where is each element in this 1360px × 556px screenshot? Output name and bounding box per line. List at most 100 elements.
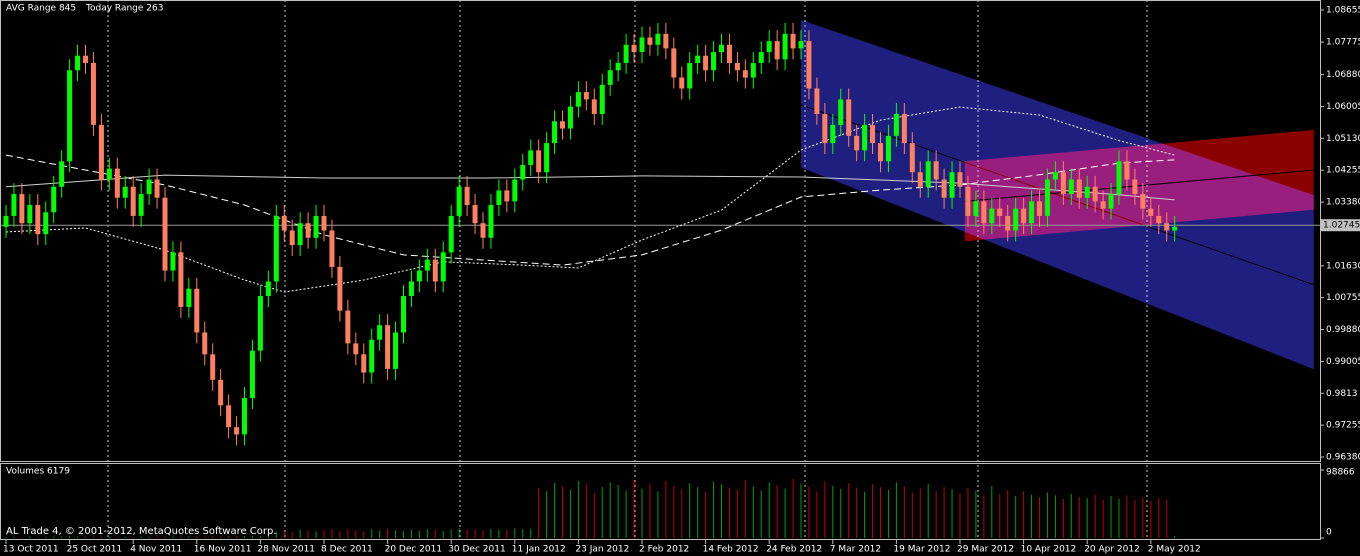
- candle-body: [321, 215, 327, 231]
- x-tick-label: 19 Mar 2012: [893, 545, 950, 555]
- moving-average: [5, 154, 1175, 266]
- candle-body: [83, 55, 88, 63]
- candle-body: [750, 62, 756, 78]
- candle-body: [1076, 179, 1082, 198]
- y-tick-label: 1.03380: [1326, 198, 1360, 208]
- candle-body: [249, 350, 255, 399]
- candle-body: [51, 186, 57, 213]
- candle-body: [11, 194, 17, 216]
- today-range: Today Range 263: [85, 4, 163, 14]
- candle-body: [297, 223, 303, 246]
- price-frame: [0, 0, 1321, 462]
- volume-plot: [5, 478, 1176, 538]
- candle-body: [504, 190, 510, 202]
- candle-body: [607, 70, 613, 85]
- avg-range: AVG Range 845: [6, 4, 76, 14]
- candle-body: [814, 88, 820, 114]
- candle-body: [790, 33, 796, 49]
- candle-body: [552, 121, 558, 144]
- candle-body: [3, 215, 9, 227]
- candle-body: [695, 55, 701, 63]
- candle-body: [377, 325, 383, 340]
- candle-body: [575, 92, 581, 107]
- candle-body: [393, 332, 399, 369]
- candle-body: [536, 150, 542, 173]
- y-tick-label: 1.08655: [1326, 6, 1360, 16]
- x-tick-label: 7 Mar 2012: [830, 545, 881, 555]
- candle-body: [289, 230, 295, 246]
- candle-body: [281, 215, 287, 231]
- candle-body: [957, 172, 963, 187]
- candle-body: [210, 354, 216, 380]
- candle-body: [130, 186, 136, 216]
- candle-body: [917, 172, 923, 187]
- candle-body: [1092, 186, 1098, 202]
- candle-body: [1013, 208, 1019, 231]
- candle-body: [146, 179, 152, 195]
- candle-body: [583, 92, 589, 100]
- candle-body: [27, 205, 33, 224]
- x-tick-label: 2 May 2012: [1148, 545, 1201, 555]
- candle-body: [401, 296, 406, 333]
- candle-body: [186, 288, 192, 307]
- x-tick-label: 4 Nov 2011: [130, 545, 182, 555]
- candle-body: [591, 99, 597, 114]
- y-tick-label: 0.97255: [1326, 421, 1360, 431]
- x-tick-label: 29 Mar 2012: [957, 545, 1014, 555]
- candle-body: [416, 270, 422, 282]
- candle-body: [655, 33, 661, 45]
- candle-body: [1044, 179, 1050, 216]
- candle-body: [448, 215, 454, 253]
- candle-body: [43, 212, 49, 235]
- candle-body: [933, 161, 939, 180]
- x-tick-label: 28 Nov 2011: [257, 545, 315, 555]
- candle-body: [488, 205, 494, 238]
- candle-body: [432, 259, 438, 282]
- candle-body: [353, 343, 359, 355]
- candle-body: [687, 62, 693, 89]
- candle-body: [544, 143, 550, 173]
- y-tick-label: 1.04255: [1326, 166, 1360, 176]
- candle-body: [1156, 215, 1162, 224]
- candle-body: [901, 113, 907, 144]
- candle-body: [774, 41, 780, 60]
- candle-body: [862, 124, 868, 151]
- grid-layer: [107, 0, 1148, 540]
- candle-body: [885, 135, 891, 162]
- candle-body: [202, 332, 208, 355]
- candle-body: [1124, 161, 1130, 180]
- candle-body: [59, 161, 65, 187]
- candle-body: [925, 161, 931, 187]
- x-tick-label: 24 Feb 2012: [766, 545, 822, 555]
- candle-body: [909, 143, 915, 173]
- last-price-tag: [1321, 219, 1360, 232]
- candle-body: [313, 215, 319, 238]
- candle-body: [806, 41, 812, 89]
- x-tick-label: 2 Feb 2012: [639, 545, 689, 555]
- candle-body: [1116, 161, 1122, 195]
- y-tick-label: 0.96380: [1326, 453, 1360, 463]
- candle-body: [1037, 201, 1042, 216]
- candle-body: [639, 37, 645, 53]
- candle-body: [941, 179, 947, 198]
- candle-body: [114, 168, 120, 198]
- x-tick-label: 20 Apr 2012: [1084, 545, 1140, 555]
- candle-body: [512, 179, 518, 202]
- channel-layer: [800, 20, 1314, 370]
- candle-body: [385, 325, 391, 369]
- candle-body: [170, 252, 176, 271]
- candle-body: [1084, 186, 1090, 198]
- candle-body: [838, 99, 844, 125]
- candle-body: [679, 77, 685, 89]
- candle-body: [663, 33, 669, 49]
- y-tick-label: 1.05130: [1326, 134, 1360, 144]
- candle-body: [703, 55, 709, 71]
- candle-body: [122, 186, 128, 198]
- candle-body: [782, 33, 788, 60]
- candle-body: [711, 52, 717, 71]
- moving-average: [5, 106, 1175, 293]
- candle-body: [369, 339, 375, 373]
- candle-body: [742, 70, 748, 78]
- candle-body: [1005, 215, 1011, 231]
